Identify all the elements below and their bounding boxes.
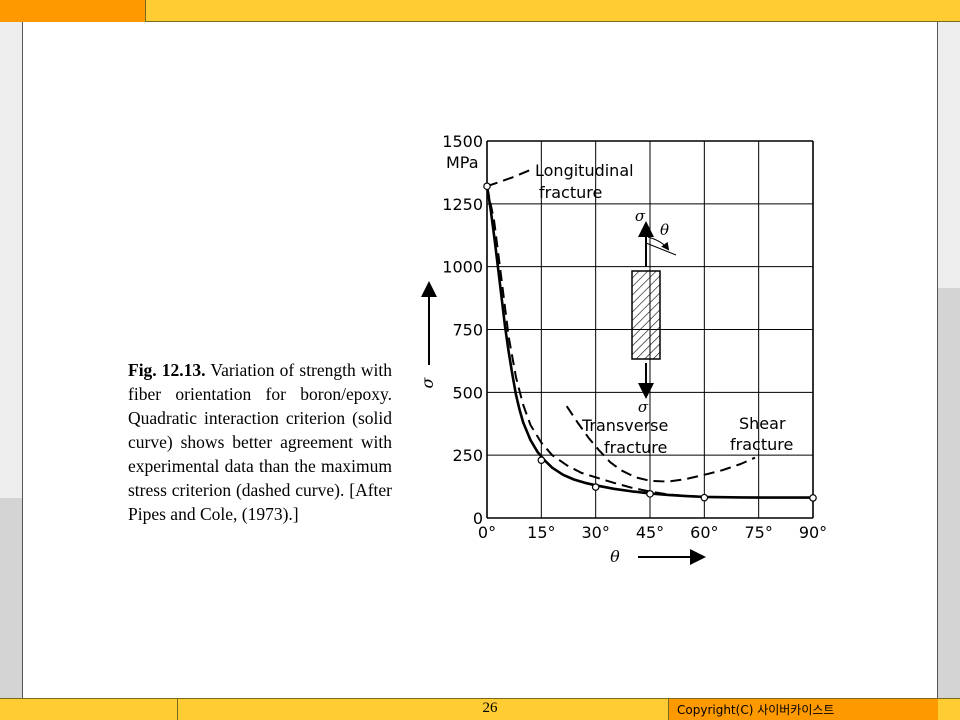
sigma-bottom-label: σ bbox=[638, 398, 649, 416]
left-frame bbox=[0, 22, 22, 698]
theta-label: θ bbox=[660, 221, 669, 239]
x-tick-label: 15° bbox=[527, 523, 555, 542]
x-tick-label: 90° bbox=[799, 523, 827, 542]
annotation-shear: Shear bbox=[739, 414, 786, 433]
data-point bbox=[483, 182, 491, 191]
experimental-points bbox=[483, 182, 817, 502]
y-tick-label: 750 bbox=[452, 321, 483, 340]
y-tick-label: 0 bbox=[473, 509, 483, 528]
right-frame bbox=[938, 22, 960, 698]
data-point bbox=[591, 483, 600, 491]
annotation-longitudinal-fracture: fracture bbox=[539, 183, 602, 202]
dashed-curve bbox=[486, 168, 531, 188]
footer-bar: 26 Copyright(C) 사이버카이스트 bbox=[0, 698, 960, 720]
annotation-longitudinal: Longitudinal bbox=[535, 161, 634, 180]
data-point bbox=[646, 490, 654, 498]
data-point bbox=[537, 456, 546, 464]
sigma-top-label: σ bbox=[635, 207, 646, 225]
data-point bbox=[809, 494, 817, 502]
y-tick-label: 1500 bbox=[442, 132, 483, 151]
copyright-box: Copyright(C) 사이버카이스트 bbox=[668, 699, 938, 720]
top-banner-accent bbox=[0, 0, 146, 22]
data-point bbox=[700, 493, 709, 502]
y-unit-label: MPa bbox=[446, 153, 479, 172]
copyright-text: Copyright(C) 사이버카이스트 bbox=[677, 703, 835, 717]
y-tick-label: 250 bbox=[452, 446, 483, 465]
y-tick-label: 1000 bbox=[442, 258, 483, 277]
dashed-curve bbox=[486, 185, 705, 498]
annotation-transverse: Transverse bbox=[581, 416, 668, 435]
x-tick-label: 60° bbox=[690, 523, 718, 542]
page-number: 26 bbox=[482, 700, 498, 716]
specimen-inset: σ θ σ bbox=[631, 207, 677, 416]
y-tick-label: 500 bbox=[452, 383, 483, 402]
slide-content bbox=[22, 22, 938, 698]
x-tick-label: 45° bbox=[636, 523, 664, 542]
top-banner bbox=[0, 0, 960, 22]
strength-vs-angle-chart: 0° 15° 30° 45° 60° 75° 90° 0 250 500 750 1000 1250 15… bbox=[420, 132, 827, 566]
y-axis-label: σ bbox=[420, 376, 437, 388]
x-axis-label: θ bbox=[610, 547, 620, 566]
specimen-block bbox=[631, 270, 661, 360]
tick-labels: 0° 15° 30° 45° 60° 75° 90° 0 250 500 750 1000 1250 15… bbox=[442, 132, 827, 542]
chart-series bbox=[485, 168, 813, 499]
figure-label: Fig. 12.13. bbox=[128, 360, 206, 380]
y-tick-label: 1250 bbox=[442, 195, 483, 214]
annotation-transverse-fracture: fracture bbox=[604, 438, 667, 457]
caption-text: Variation of strength with fiber orienta… bbox=[128, 360, 393, 524]
x-tick-label: 30° bbox=[581, 523, 609, 542]
annotation-shear-fracture: fracture bbox=[730, 435, 793, 454]
dashed-curve bbox=[565, 405, 756, 483]
x-tick-label: 0° bbox=[478, 523, 496, 542]
figure-caption: Fig. 12.13. Variation of strength with f… bbox=[128, 358, 392, 526]
x-tick-label: 75° bbox=[744, 523, 772, 542]
footer-left-accent bbox=[0, 699, 178, 720]
